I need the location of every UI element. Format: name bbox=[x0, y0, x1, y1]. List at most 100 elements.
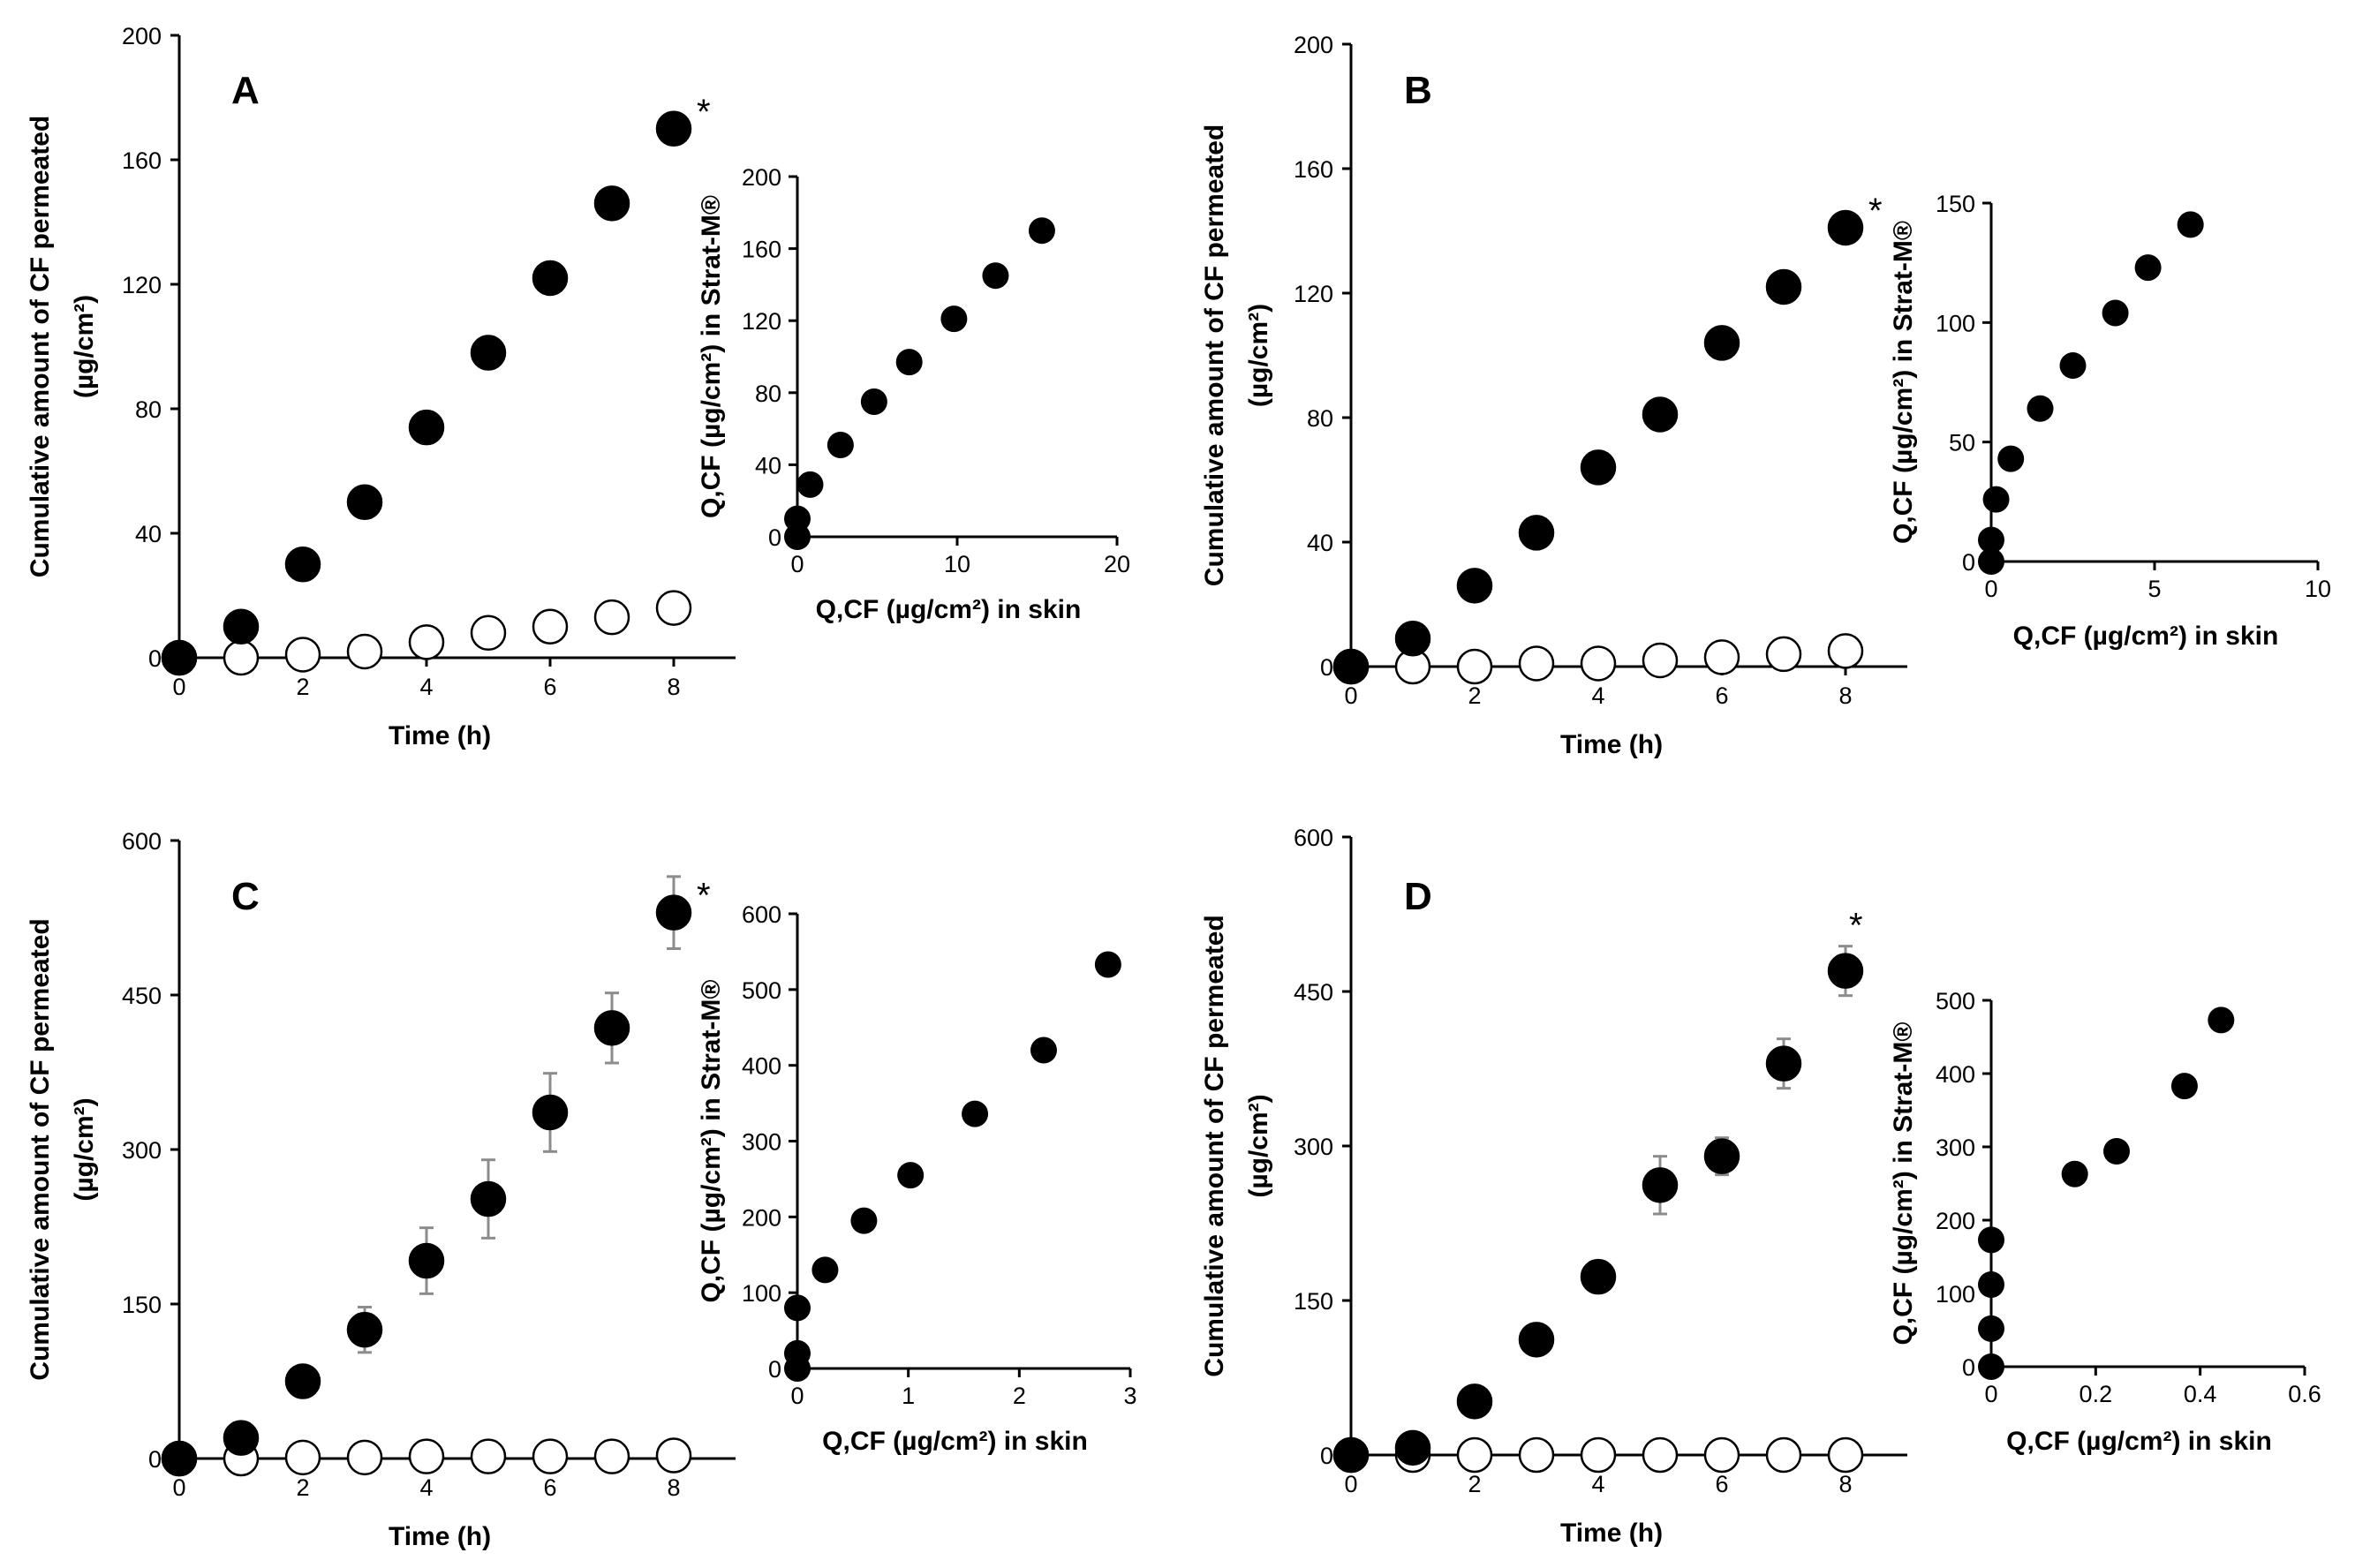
x-tick-label: 8 bbox=[667, 1474, 680, 1501]
inset-data-point bbox=[2208, 1006, 2235, 1034]
inset-data-point bbox=[1978, 1226, 2004, 1254]
data-point-filled bbox=[1765, 1045, 1802, 1082]
data-point-open bbox=[223, 639, 260, 676]
inset-data-point bbox=[1997, 445, 2025, 472]
x-tick-label: 8 bbox=[1838, 682, 1852, 709]
data-point-open bbox=[1765, 636, 1802, 673]
significance-star: * bbox=[1868, 192, 1883, 230]
data-point-filled bbox=[1703, 325, 1740, 361]
y-tick-label: 40 bbox=[135, 521, 162, 547]
inset-data-point bbox=[1028, 217, 1055, 245]
x-tick-label: 2 bbox=[1468, 682, 1481, 709]
data-point-filled bbox=[284, 1363, 321, 1399]
inset-data-point bbox=[1978, 1271, 2004, 1299]
x-tick-label: 6 bbox=[1715, 1471, 1728, 1497]
significance-star: * bbox=[1849, 907, 1863, 946]
inset-x-tick-label: 5 bbox=[2147, 576, 2161, 602]
data-point-filled bbox=[161, 1440, 198, 1477]
data-point-open bbox=[470, 614, 507, 652]
y-axis-unit: (µg/cm²) bbox=[70, 295, 99, 398]
data-point-filled bbox=[408, 409, 445, 446]
inset-y-tick-label: 200 bbox=[1936, 1208, 1975, 1234]
inset-y-tick-label: 0 bbox=[768, 1356, 781, 1383]
inset-x-tick-label: 0 bbox=[790, 1383, 804, 1409]
data-point-filled bbox=[1580, 1258, 1617, 1295]
inset-data-point bbox=[895, 349, 923, 376]
y-axis-title: Cumulative amount of CF permeated bbox=[26, 116, 55, 577]
inset-chart: 0 100 200 300 400 500 600 0 1 2 3 Q,CF (µg/cm²) in … bbox=[697, 901, 1137, 1456]
inset-y-tick-label: 300 bbox=[742, 1129, 781, 1156]
inset-data-point bbox=[1978, 1353, 2004, 1380]
y-tick-label: 0 bbox=[1320, 1443, 1333, 1469]
y-tick-label: 300 bbox=[122, 1137, 162, 1164]
inset-data-point bbox=[1982, 486, 2010, 513]
inset-x-axis-title: Q,CF (µg/cm²) in skin bbox=[2006, 1427, 2272, 1456]
inset-data-point bbox=[827, 431, 854, 458]
y-tick-label: 600 bbox=[122, 828, 162, 855]
inset-data-point bbox=[1978, 1315, 2004, 1342]
x-tick-label: 0 bbox=[1344, 682, 1357, 709]
chart-panel-d: 0 150 300 450 600 0 2 4 6 8 Time (h) Cumulative amo… bbox=[1200, 825, 2321, 1548]
y-axis-unit: (µg/cm²) bbox=[1244, 304, 1273, 407]
data-point-open bbox=[346, 633, 383, 670]
data-point-open bbox=[1642, 1436, 1679, 1474]
y-tick-label: 120 bbox=[122, 272, 162, 298]
inset-y-tick-label: 150 bbox=[1936, 191, 1975, 217]
data-point-open bbox=[346, 1439, 383, 1476]
inset-y-tick-label: 500 bbox=[742, 977, 781, 1004]
data-point-open bbox=[470, 1438, 507, 1474]
data-point-open bbox=[1703, 1436, 1740, 1474]
x-tick-label: 2 bbox=[296, 674, 309, 700]
data-point-filled bbox=[223, 608, 260, 645]
y-tick-label: 600 bbox=[1294, 825, 1333, 851]
inset-data-point bbox=[2177, 211, 2204, 238]
inset-y-tick-label: 40 bbox=[755, 452, 781, 479]
data-point-filled bbox=[1642, 396, 1679, 433]
data-point-filled bbox=[1332, 648, 1370, 685]
data-point-open bbox=[532, 608, 569, 645]
data-point-open bbox=[1642, 642, 1679, 679]
inset-x-tick-label: 10 bbox=[944, 551, 970, 577]
x-axis-title: Time (h) bbox=[1560, 730, 1663, 759]
y-axis-title: Cumulative amount of CF permeated bbox=[1200, 915, 1229, 1376]
inset-y-tick-label: 400 bbox=[1936, 1061, 1975, 1088]
data-point-filled bbox=[1456, 568, 1493, 604]
inset-data-point bbox=[784, 1339, 811, 1367]
x-tick-label: 6 bbox=[543, 1474, 556, 1501]
y-tick-label: 200 bbox=[122, 23, 162, 49]
data-point-open bbox=[593, 599, 630, 636]
panel-letter: B bbox=[1404, 69, 1432, 112]
inset-data-point bbox=[1030, 1037, 1057, 1064]
y-tick-label: 450 bbox=[122, 983, 162, 1009]
y-tick-label: 0 bbox=[148, 1446, 162, 1473]
data-point-filled bbox=[1703, 1138, 1740, 1174]
data-point-filled bbox=[284, 547, 321, 583]
inset-y-axis-title: Q,CF (µg/cm²) in Strat-M® bbox=[697, 979, 726, 1302]
data-point-open bbox=[408, 1438, 445, 1474]
x-tick-label: 4 bbox=[419, 674, 433, 700]
x-tick-label: 4 bbox=[419, 1474, 433, 1501]
data-point-filled bbox=[470, 1180, 507, 1217]
inset-x-tick-label: 0.2 bbox=[2079, 1381, 2113, 1407]
x-tick-label: 6 bbox=[543, 674, 556, 700]
x-tick-label: 0 bbox=[172, 674, 185, 700]
data-point-filled bbox=[470, 335, 507, 371]
inset-x-tick-label: 0.6 bbox=[2288, 1381, 2321, 1407]
inset-data-point bbox=[940, 305, 968, 333]
inset-y-tick-label: 200 bbox=[742, 1204, 781, 1231]
inset-data-point bbox=[2061, 1160, 2088, 1187]
inset-y-tick-label: 300 bbox=[1936, 1135, 1975, 1161]
data-point-filled bbox=[532, 1094, 569, 1131]
y-tick-label: 150 bbox=[1294, 1288, 1333, 1315]
y-tick-label: 40 bbox=[1307, 530, 1333, 556]
inset-data-point bbox=[796, 471, 824, 498]
inset-chart: 0 50 100 150 0 5 10 Q,CF (µg/cm²) in skin Q,CF (… bbox=[1889, 191, 2331, 651]
data-point-open bbox=[284, 637, 321, 673]
data-point-filled bbox=[1518, 515, 1555, 551]
data-point-open bbox=[593, 1438, 630, 1474]
x-axis-title: Time (h) bbox=[389, 721, 491, 750]
inset-y-tick-label: 600 bbox=[742, 901, 781, 928]
data-point-filled bbox=[593, 185, 630, 222]
inset-y-axis-title: Q,CF (µg/cm²) in Strat-M® bbox=[697, 195, 726, 518]
